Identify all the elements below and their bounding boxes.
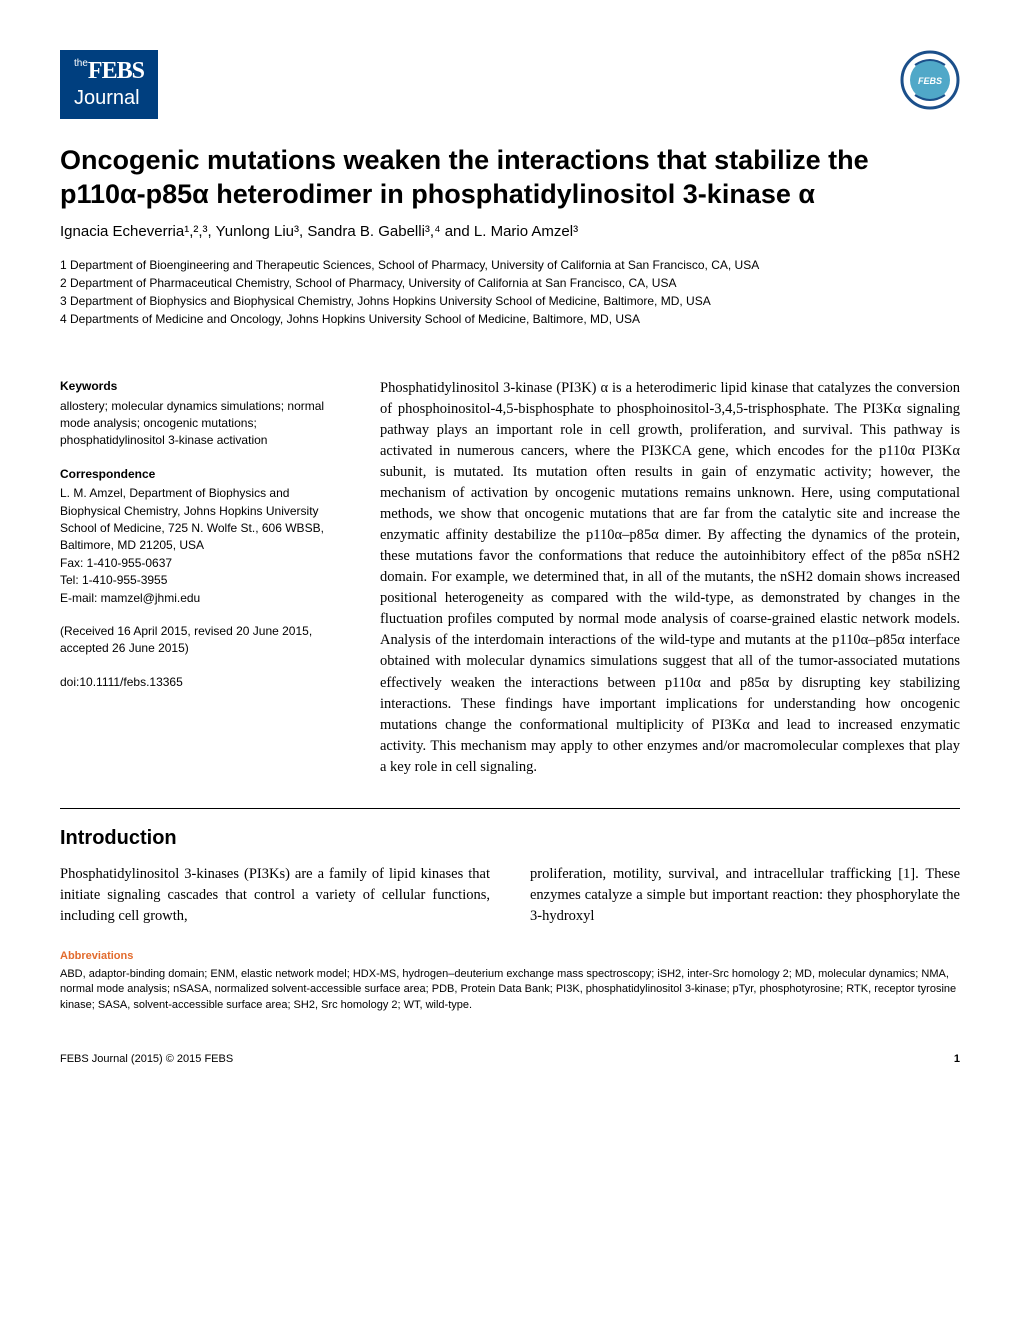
keywords-text: allostery; molecular dynamics simulation… <box>60 398 340 450</box>
keywords-heading: Keywords <box>60 378 340 395</box>
correspondence-block: Correspondence L. M. Amzel, Department o… <box>60 466 340 607</box>
affiliation: 4 Departments of Medicine and Oncology, … <box>60 310 960 328</box>
section-divider <box>60 808 960 809</box>
author-list: Ignacia Echeverria¹,²,³, Yunlong Liu³, S… <box>60 223 960 240</box>
correspondence-tel: Tel: 1-410-955-3955 <box>60 572 340 589</box>
keywords-block: Keywords allostery; molecular dynamics s… <box>60 378 340 450</box>
footer-copyright: FEBS Journal (2015) © 2015 FEBS <box>60 1053 233 1065</box>
abbreviations-text: ABD, adaptor-binding domain; ENM, elasti… <box>60 967 960 1013</box>
introduction-columns: Phosphatidylinositol 3-kinases (PI3Ks) a… <box>60 864 960 927</box>
page-number: 1 <box>954 1053 960 1065</box>
doi-block: doi:10.1111/febs.13365 <box>60 674 340 691</box>
article-doi: doi:10.1111/febs.13365 <box>60 674 340 691</box>
abstract-text: Phosphatidylinositol 3-kinase (PI3K) α i… <box>380 378 960 777</box>
correspondence-email: E-mail: mamzel@jhmi.edu <box>60 590 340 607</box>
article-title: Oncogenic mutations weaken the interacti… <box>60 144 960 212</box>
header-logo-row: theFEBS Journal FEBS <box>60 50 960 119</box>
intro-col-right: proliferation, motility, survival, and i… <box>530 864 960 927</box>
abbreviations-block: Abbreviations ABD, adaptor-binding domai… <box>60 949 960 1014</box>
dates-block: (Received 16 April 2015, revised 20 June… <box>60 623 340 658</box>
correspondence-fax: Fax: 1-410-955-0637 <box>60 555 340 572</box>
intro-col-left: Phosphatidylinositol 3-kinases (PI3Ks) a… <box>60 864 490 927</box>
logo-febs: FEBS <box>88 58 144 84</box>
article-metadata-sidebar: Keywords allostery; molecular dynamics s… <box>60 378 340 777</box>
page-footer: FEBS Journal (2015) © 2015 FEBS 1 <box>60 1053 960 1065</box>
svg-text:FEBS: FEBS <box>918 76 942 86</box>
affiliations-block: 1 Department of Bioengineering and Thera… <box>60 256 960 328</box>
correspondence-address: L. M. Amzel, Department of Biophysics an… <box>60 485 340 555</box>
affiliation: 1 Department of Bioengineering and Thera… <box>60 256 960 274</box>
febs-journal-logo: theFEBS Journal <box>60 50 158 119</box>
abbreviations-heading: Abbreviations <box>60 949 960 964</box>
introduction-heading: Introduction <box>60 827 960 850</box>
logo-the: the <box>74 58 88 69</box>
affiliation: 3 Department of Biophysics and Biophysic… <box>60 292 960 310</box>
affiliation: 2 Department of Pharmaceutical Chemistry… <box>60 274 960 292</box>
logo-journal: Journal <box>74 87 140 109</box>
abstract-row: Keywords allostery; molecular dynamics s… <box>60 378 960 777</box>
febs-badge-icon: FEBS <box>900 50 960 110</box>
correspondence-heading: Correspondence <box>60 466 340 483</box>
article-dates: (Received 16 April 2015, revised 20 June… <box>60 623 340 658</box>
